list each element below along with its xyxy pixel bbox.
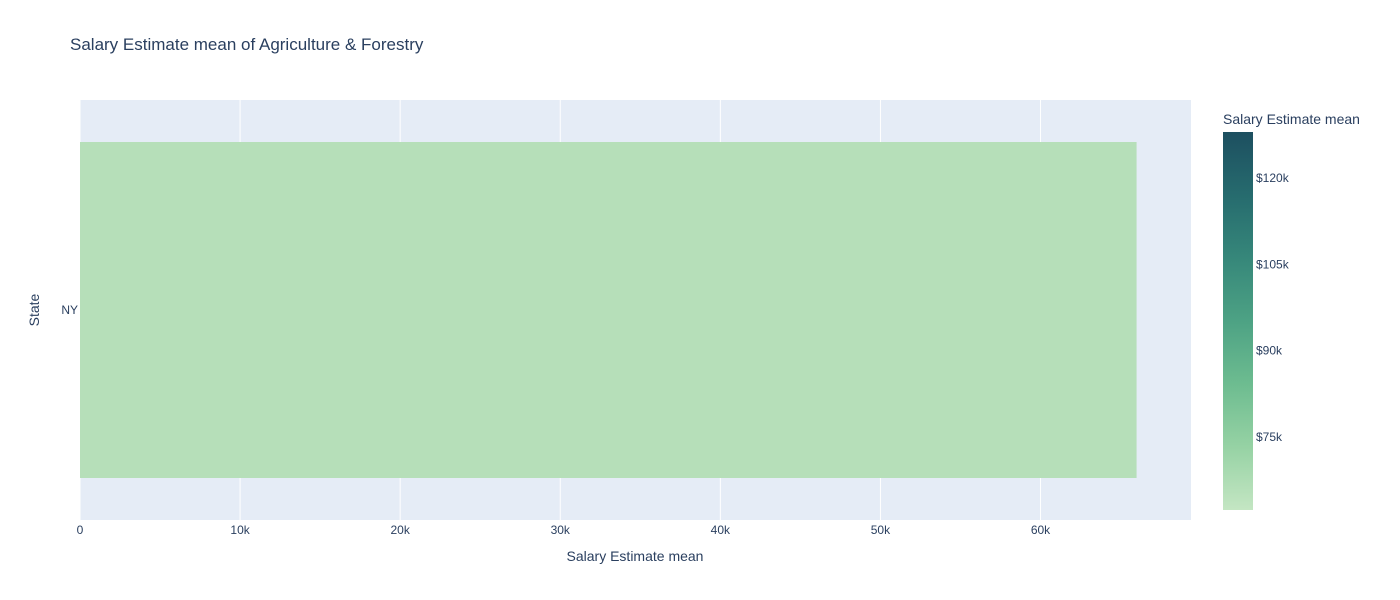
y-axis-ticks: NY xyxy=(61,303,78,317)
x-tick-label: 30k xyxy=(551,523,571,537)
x-tick-label: 40k xyxy=(711,523,731,537)
x-tick-label: 20k xyxy=(390,523,410,537)
x-axis-ticks: 0 10k 20k 30k 40k 50k 60k xyxy=(77,523,1052,537)
colorbar-title: Salary Estimate mean xyxy=(1223,111,1360,127)
x-tick-label: 50k xyxy=(871,523,891,537)
x-tick-label: 10k xyxy=(230,523,250,537)
colorbar-tick-label: $75k xyxy=(1256,430,1283,444)
chart-title: Salary Estimate mean of Agriculture & Fo… xyxy=(70,35,424,54)
x-tick-label: 60k xyxy=(1031,523,1051,537)
x-tick-label: 0 xyxy=(77,523,84,537)
colorbar xyxy=(1223,132,1253,510)
x-axis-title: Salary Estimate mean xyxy=(567,548,704,564)
bar xyxy=(80,142,1137,478)
colorbar-ticks: $75k $90k $105k $120k xyxy=(1256,171,1290,444)
bars xyxy=(80,142,1137,478)
y-tick-label: NY xyxy=(61,303,78,317)
colorbar-tick-label: $120k xyxy=(1256,171,1290,185)
colorbar-tick-label: $105k xyxy=(1256,257,1290,271)
colorbar-tick-label: $90k xyxy=(1256,344,1283,358)
y-axis-title: State xyxy=(26,293,42,326)
